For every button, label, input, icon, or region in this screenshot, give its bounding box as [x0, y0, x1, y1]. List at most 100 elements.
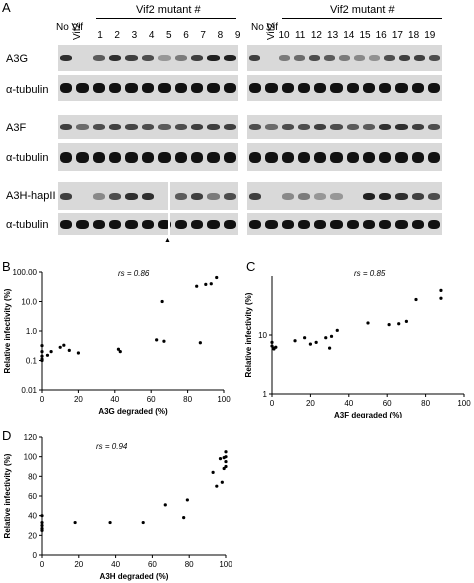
blot-band	[379, 124, 392, 130]
data-point	[118, 350, 122, 354]
x-tick-label: 80	[421, 399, 430, 408]
blot-strip-a3g-right	[247, 45, 442, 71]
blot-band	[265, 151, 278, 163]
blot-band	[141, 151, 155, 163]
lane-number-16: 16	[375, 30, 387, 41]
x-tick-label: 0	[40, 395, 45, 404]
data-point	[303, 336, 307, 340]
blot-band	[330, 192, 343, 200]
blot-band	[324, 55, 335, 61]
blot-band	[207, 219, 220, 229]
blot-strip-a3h-right	[247, 182, 442, 210]
blot-band	[223, 83, 236, 93]
data-point	[293, 339, 297, 343]
blot-band	[125, 83, 138, 93]
blot-band	[158, 83, 171, 93]
y-tick-label: 0.1	[26, 357, 38, 366]
data-point	[76, 351, 80, 355]
blot-band	[339, 55, 350, 61]
blot-band	[125, 219, 138, 229]
x-axis-label: A3F degraded (%)	[334, 411, 402, 418]
panel-label-a: A	[2, 0, 11, 15]
blot-band	[207, 83, 220, 93]
blot-band	[92, 192, 106, 200]
blot-band	[395, 192, 408, 200]
blot-band	[411, 219, 424, 229]
blot-band	[294, 55, 305, 61]
blot-band	[223, 151, 236, 163]
blot-band	[109, 151, 122, 163]
data-point	[414, 297, 418, 302]
lane-number-13: 13	[327, 30, 339, 41]
data-point	[387, 323, 391, 327]
blot-strip-tub1-right	[247, 75, 442, 101]
data-point	[366, 321, 370, 325]
blot-band	[223, 219, 236, 229]
blot-band	[174, 219, 187, 229]
blot-band	[281, 124, 294, 130]
y-tick-label: 100.00	[13, 268, 38, 277]
y-tick-label: 120	[24, 433, 38, 442]
data-point	[198, 341, 202, 345]
blot-band	[427, 83, 440, 93]
y-tick-label: 10	[258, 331, 267, 340]
data-point	[195, 284, 199, 288]
row-label-tubulin-3: α-tubulin	[6, 219, 49, 231]
blot-band	[125, 151, 138, 163]
left-header-mutant-title: Vif2 mutant #	[136, 4, 201, 16]
x-tick-label: 60	[148, 560, 157, 569]
blot-band	[411, 192, 424, 200]
blot-strip-a3h-left	[58, 182, 238, 210]
scatter-chart-a3h: 0 20 40 60 80 100 0 20 40 60 80 100 120 A3H degraded …	[3, 433, 232, 581]
data-point	[40, 528, 44, 533]
lane-number-5: 5	[166, 30, 172, 41]
blot-strip-a3g-left	[58, 45, 238, 71]
x-tick-label: 20	[74, 560, 83, 569]
blot-band	[125, 124, 138, 130]
data-point	[67, 348, 71, 352]
blot-band	[281, 83, 294, 93]
blot-band	[76, 83, 89, 93]
x-tick-label: 60	[147, 395, 156, 404]
blot-band	[249, 151, 262, 163]
data-point	[40, 358, 44, 363]
row-label-tubulin-1: α-tubulin	[6, 84, 49, 96]
scatter-chart-a3g: 0 20 40 60 80 100 0.01 0.1 1.0 10.0 100.00 A3G degr…	[3, 268, 231, 416]
left-header-no-vif-text: No Vif	[56, 22, 84, 33]
lane-arrow-marker: ▲	[164, 237, 171, 244]
lane-number-9: 9	[234, 30, 241, 41]
y-tick-label: 60	[28, 492, 37, 501]
blot-band	[190, 151, 204, 163]
x-tick-label: 0	[40, 560, 45, 569]
blot-band	[174, 192, 187, 200]
blot-band	[297, 83, 310, 93]
data-point	[40, 520, 44, 525]
blot-band	[158, 219, 171, 229]
blot-band	[379, 219, 392, 229]
blot-band	[297, 219, 310, 229]
blot-band	[411, 83, 424, 93]
y-axis-label: Relative infectivity (%)	[3, 288, 12, 373]
blot-band	[60, 151, 73, 163]
blot-band	[330, 124, 343, 130]
data-point	[40, 514, 44, 518]
data-point	[108, 520, 112, 525]
data-point	[222, 466, 226, 471]
blot-band	[76, 124, 89, 130]
x-tick-label: 40	[344, 399, 353, 408]
blot-strip-a3f-left	[58, 115, 238, 139]
lane-number-14: 14	[343, 30, 355, 41]
blot-band	[92, 124, 106, 130]
right-header-no-vif: No Vif	[251, 22, 279, 33]
blot-strip-tub3-left	[58, 213, 238, 235]
blot-band	[379, 83, 392, 93]
blot-band	[379, 192, 392, 200]
blot-band	[384, 55, 395, 61]
blot-band	[427, 219, 440, 229]
blot-band	[314, 124, 327, 130]
blot-strip-tub2-right	[247, 143, 442, 171]
blot-strip-a3f-right	[247, 115, 442, 139]
lane-number-3: 3	[131, 30, 138, 41]
blot-band	[265, 83, 278, 93]
data-point	[274, 345, 278, 349]
